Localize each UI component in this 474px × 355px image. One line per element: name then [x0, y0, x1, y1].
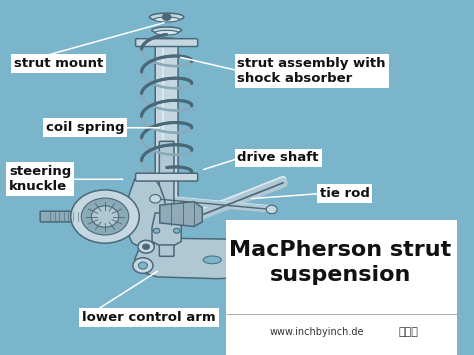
FancyBboxPatch shape	[226, 220, 456, 355]
Text: tie rod: tie rod	[319, 187, 369, 200]
Polygon shape	[127, 176, 167, 248]
Circle shape	[162, 13, 171, 21]
Circle shape	[173, 228, 180, 233]
Polygon shape	[160, 202, 202, 226]
FancyBboxPatch shape	[136, 39, 198, 47]
Circle shape	[138, 262, 147, 269]
Text: strut mount: strut mount	[14, 58, 103, 70]
Circle shape	[371, 252, 379, 257]
Circle shape	[138, 240, 155, 253]
FancyBboxPatch shape	[159, 141, 174, 256]
Text: MacPherson strut
suspension: MacPherson strut suspension	[229, 240, 451, 285]
FancyBboxPatch shape	[40, 211, 88, 222]
FancyBboxPatch shape	[136, 173, 198, 181]
Text: lower control arm: lower control arm	[82, 311, 216, 324]
Ellipse shape	[149, 13, 184, 21]
Text: steering
knuckle: steering knuckle	[9, 165, 72, 193]
Ellipse shape	[154, 38, 180, 44]
Circle shape	[143, 244, 150, 250]
Ellipse shape	[155, 30, 178, 35]
Circle shape	[71, 190, 139, 243]
Circle shape	[81, 198, 129, 235]
Circle shape	[154, 228, 160, 233]
Text: coil spring: coil spring	[46, 121, 124, 134]
Polygon shape	[152, 213, 181, 245]
Text: drive shaft: drive shaft	[237, 152, 319, 164]
Polygon shape	[135, 238, 377, 279]
Circle shape	[150, 195, 161, 203]
Text: strut assembly with
shock absorber: strut assembly with shock absorber	[237, 57, 386, 85]
Circle shape	[91, 206, 118, 227]
Ellipse shape	[273, 251, 307, 266]
Ellipse shape	[152, 27, 182, 33]
Text: www.inchbyinch.de: www.inchbyinch.de	[270, 327, 365, 337]
Ellipse shape	[154, 17, 179, 22]
Text: ⒸⓘⓈ: ⒸⓘⓈ	[399, 327, 419, 337]
Circle shape	[133, 258, 153, 273]
Circle shape	[366, 248, 383, 261]
Circle shape	[266, 205, 277, 214]
Ellipse shape	[203, 256, 221, 264]
FancyBboxPatch shape	[155, 42, 178, 228]
